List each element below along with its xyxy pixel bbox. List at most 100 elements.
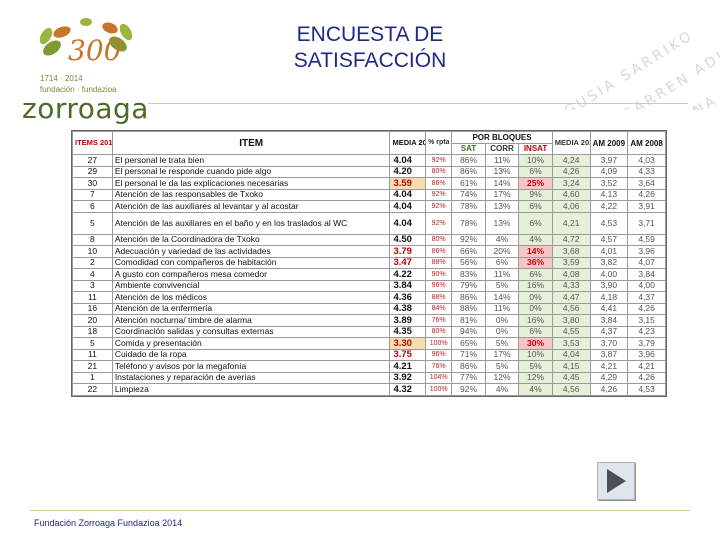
- row-am-2009: 4,18: [589, 291, 629, 304]
- svg-text:300: 300: [68, 34, 121, 67]
- header-por-bloques: POR BLOQUES: [451, 131, 553, 144]
- row-response-pct: 100%: [425, 383, 453, 396]
- row-sat: 94%: [451, 325, 486, 338]
- row-insat: 36%: [518, 256, 553, 269]
- row-corr: 5%: [484, 279, 520, 292]
- row-am-2009: 3,90: [589, 279, 629, 292]
- row-corr: 13%: [484, 200, 520, 213]
- logo-years: 1714 · 2014: [40, 74, 83, 83]
- table-row: 21 Teléfono y avisos por la megafonía 4.21…: [72, 360, 666, 373]
- row-response-pct: 90%: [425, 268, 453, 281]
- row-media-2011: 3.84: [389, 279, 427, 292]
- footer-divider: [30, 510, 690, 511]
- header-media-2010: MEDIA 2010: [551, 131, 591, 155]
- row-response-pct: 80%: [425, 325, 453, 338]
- row-insat: 5%: [518, 360, 553, 373]
- row-sat: 78%: [451, 211, 486, 235]
- row-item: Atención de la enfermería: [111, 302, 391, 315]
- row-sat: 86%: [451, 360, 486, 373]
- header-items: ITEMS 2011: [72, 131, 113, 155]
- footer-text: Fundación Zorroaga Fundazioa 2014: [34, 518, 183, 528]
- row-am-2008: 4,00: [627, 279, 666, 292]
- row-media-2011: 4.04: [389, 154, 427, 167]
- row-sat: 83%: [451, 268, 486, 281]
- row-am-2008: 4,26: [627, 302, 666, 315]
- row-am-2008: 4,23: [627, 325, 666, 338]
- row-insat: 12%: [518, 371, 553, 384]
- row-am-2008: 4,03: [627, 154, 666, 167]
- row-response-pct: 92%: [425, 211, 453, 235]
- row-item: Comodidad con compañeros de habitación: [111, 256, 391, 269]
- row-media-2011: 4.50: [389, 233, 427, 246]
- row-insat: 6%: [518, 200, 553, 213]
- row-insat: 6%: [518, 211, 553, 235]
- row-am-2009: 4,00: [589, 268, 629, 281]
- row-am-2008: 3,15: [627, 314, 666, 327]
- row-response-pct: 88%: [425, 291, 453, 304]
- next-slide-button[interactable]: [597, 462, 635, 500]
- row-media-2010: 4,45: [551, 371, 591, 384]
- row-response-pct: 92%: [425, 154, 453, 167]
- row-insat: 6%: [518, 165, 553, 178]
- watermark-line: HIRUGARREN ADINA: [580, 33, 720, 110]
- row-response-pct: 92%: [425, 200, 453, 213]
- row-insat: 16%: [518, 279, 553, 292]
- row-am-2009: 4,41: [589, 302, 629, 315]
- row-corr: 6%: [484, 256, 520, 269]
- row-am-2008: 3,84: [627, 268, 666, 281]
- row-item: Cuidado de la ropa: [111, 348, 391, 361]
- row-am-2008: 3,79: [627, 337, 666, 350]
- page-title: ENCUESTA DE SATISFACCIÓN: [245, 22, 495, 74]
- row-am-2008: 3,96: [627, 348, 666, 361]
- row-media-2011: 3.92: [389, 371, 427, 384]
- row-item: A gusto con compañeros mesa comedor: [111, 268, 391, 281]
- row-sat: 79%: [451, 279, 486, 292]
- table-row: 11 Cuidado de la ropa 3.75 96% 71% 17% 10% 4,04…: [72, 348, 666, 361]
- row-am-2009: 4,53: [589, 211, 629, 235]
- table-row: 7 Atención de las responsables de Txoko 4.…: [72, 188, 666, 201]
- row-response-pct: 84%: [425, 302, 453, 315]
- row-media-2010: 4,15: [551, 360, 591, 373]
- row-sat: 74%: [451, 188, 486, 201]
- row-insat: 10%: [518, 154, 553, 167]
- row-media-2010: 3,68: [551, 245, 591, 258]
- row-insat: 10%: [518, 348, 553, 361]
- row-insat: 4%: [518, 233, 553, 246]
- row-number: 18: [72, 325, 113, 338]
- row-response-pct: 96%: [425, 348, 453, 361]
- row-corr: 12%: [484, 371, 520, 384]
- row-response-pct: 92%: [425, 188, 453, 201]
- row-am-2009: 4,29: [589, 371, 629, 384]
- row-media-2011: 4.21: [389, 360, 427, 373]
- row-am-2008: 3,71: [627, 211, 666, 235]
- row-am-2009: 3,52: [589, 177, 629, 190]
- row-media-2011: 3.75: [389, 348, 427, 361]
- table-row: 16 Atención de la enfermería 4.38 84% 88% 11%…: [72, 302, 666, 315]
- row-sat: 86%: [451, 165, 486, 178]
- row-item: Ambiente convivencial: [111, 279, 391, 292]
- row-number: 3: [72, 279, 113, 292]
- play-right-icon: [607, 469, 626, 493]
- row-am-2009: 4,13: [589, 188, 629, 201]
- row-number: 5: [72, 211, 113, 235]
- row-am-2009: 3,82: [589, 256, 629, 269]
- row-response-pct: 76%: [425, 314, 453, 327]
- row-am-2008: 3,64: [627, 177, 666, 190]
- header-response-pct: % rpta: [425, 131, 453, 155]
- row-response-pct: 80%: [425, 233, 453, 246]
- table-row: 2 Comodidad con compañeros de habitación 3…: [72, 256, 666, 269]
- header-item: ITEM: [111, 131, 391, 155]
- row-am-2009: 4,26: [589, 383, 629, 396]
- row-insat: 6%: [518, 268, 553, 281]
- row-am-2008: 4,59: [627, 233, 666, 246]
- row-number: 1: [72, 371, 113, 384]
- row-am-2008: 4,33: [627, 165, 666, 178]
- watermark-line: MAITASUNA ZAINTZA: [620, 45, 720, 110]
- table-row: 18 Coordinación salidas y consultas exter…: [72, 325, 666, 338]
- row-number: 22: [72, 383, 113, 396]
- table-row: 20 Atención nocturna/ timbre de alarma 3.8…: [72, 314, 666, 327]
- row-media-2010: 4,33: [551, 279, 591, 292]
- row-insat: 9%: [518, 188, 553, 201]
- row-number: 10: [72, 245, 113, 258]
